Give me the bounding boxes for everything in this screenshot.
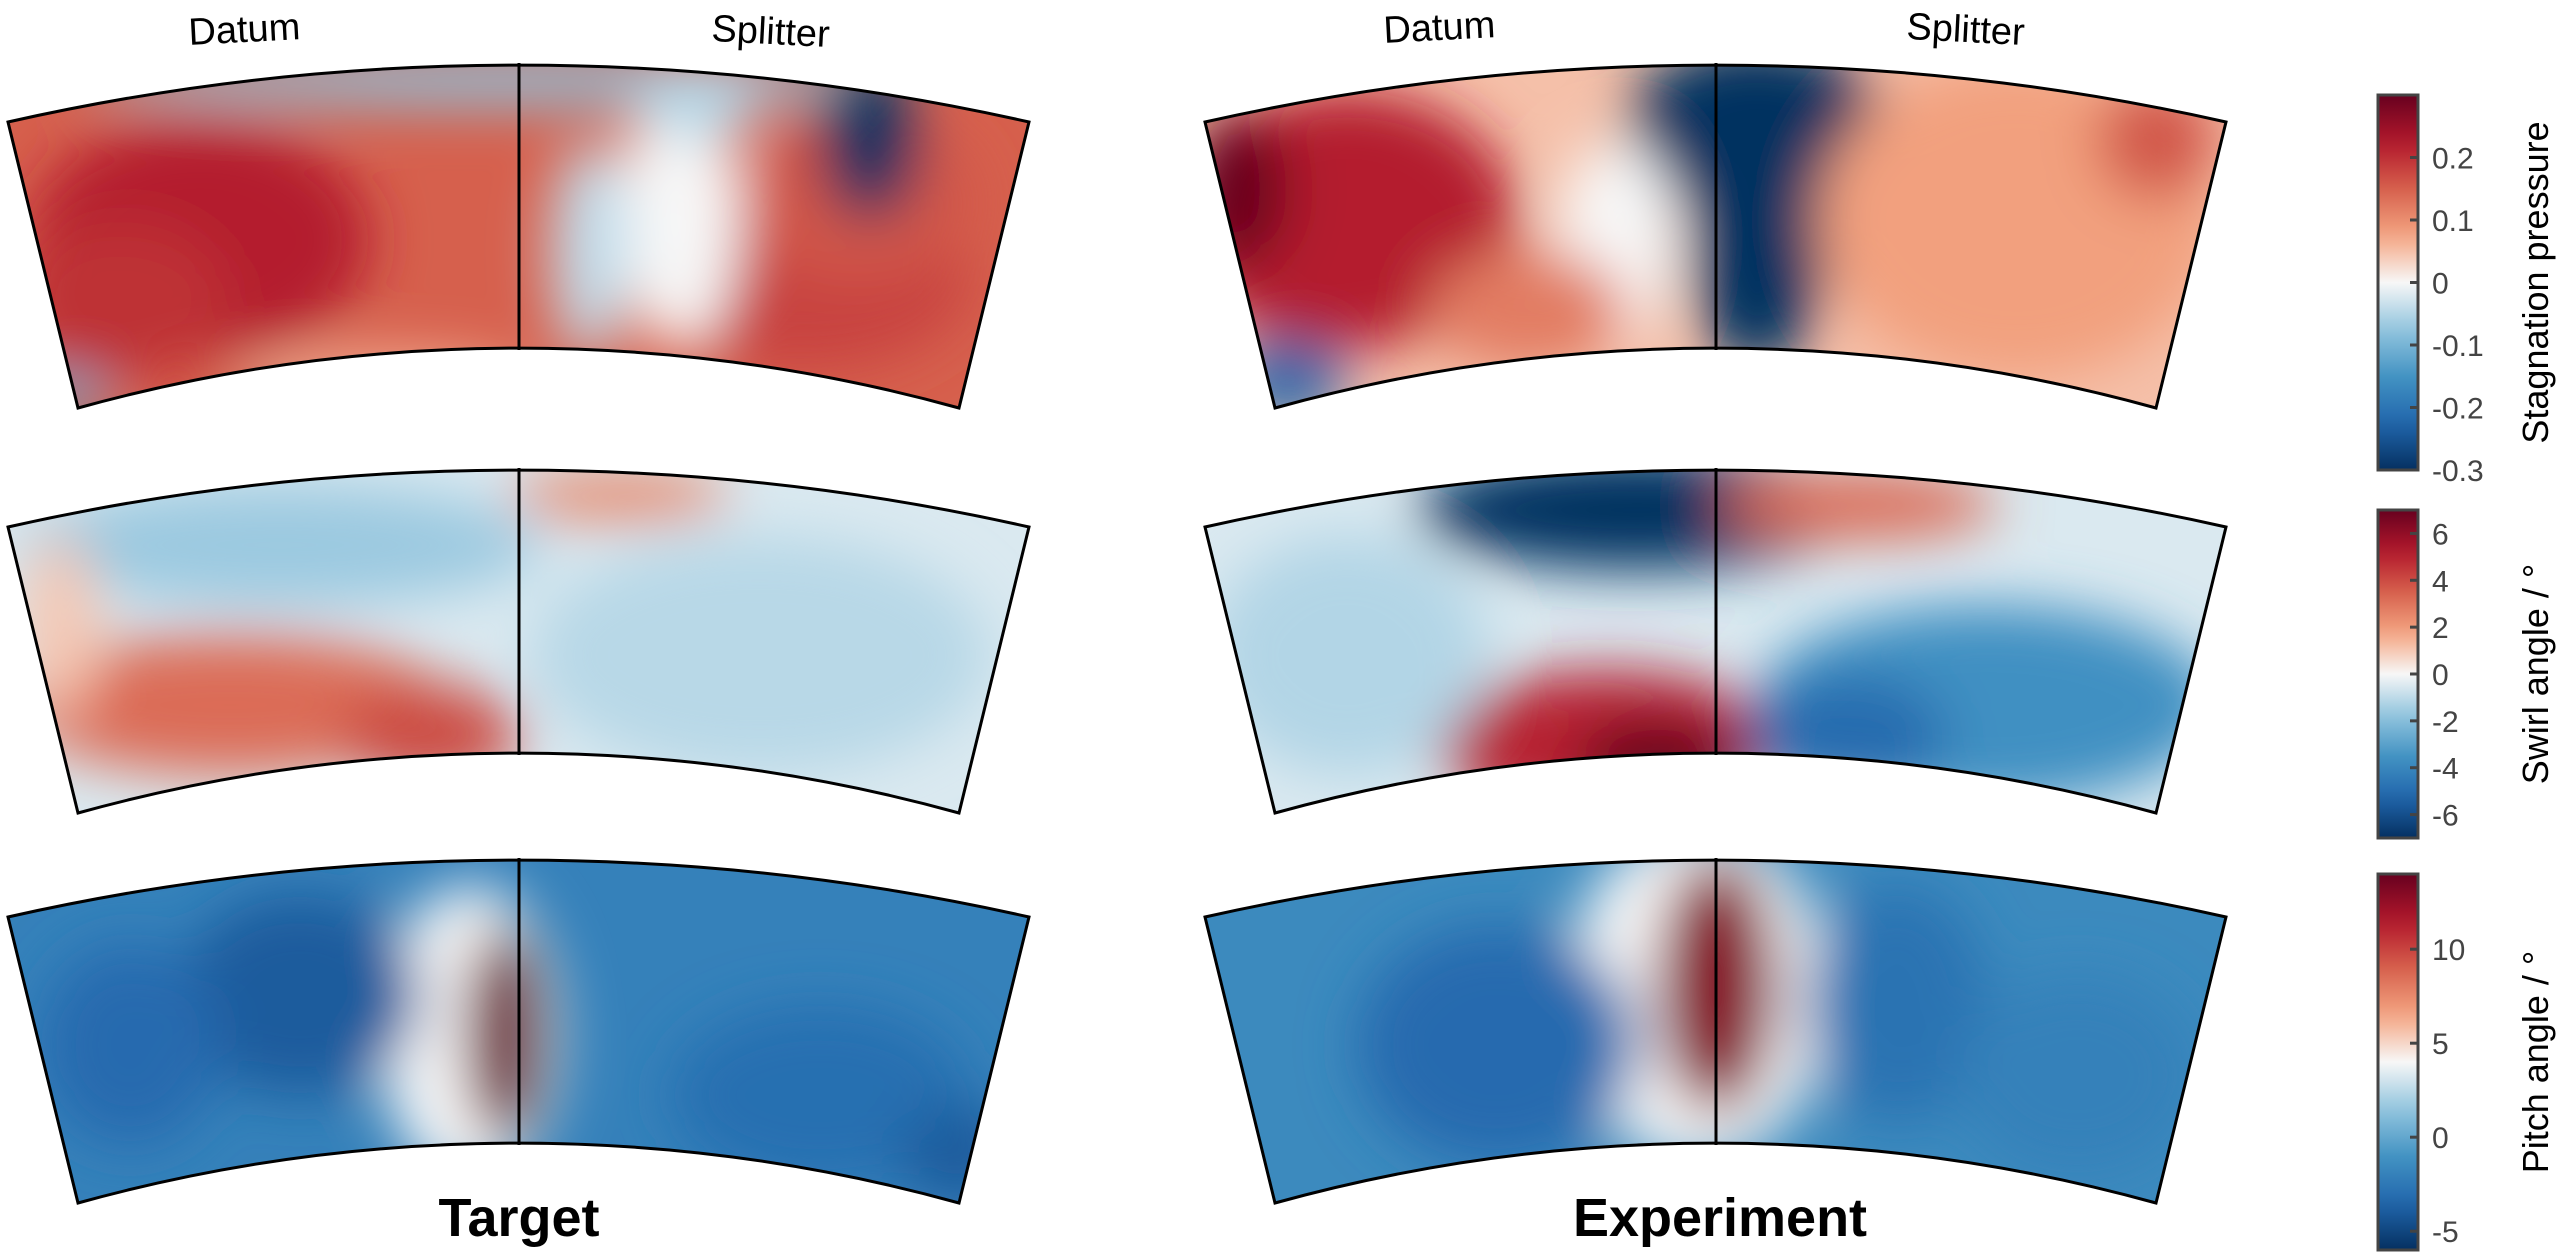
contour-region [620, 70, 740, 350]
colorbar-tick-label: -2 [2432, 706, 2459, 739]
panel-outline [1203, 63, 2228, 410]
colorbar-tick-label: 0 [2432, 1122, 2449, 1155]
experiment-datum-label: Datum [1382, 4, 1496, 52]
contour-region [670, 1005, 970, 1185]
colorbar-tick-label: 6 [2432, 518, 2449, 551]
colorbars: 0.2 0.1 0 -0.1 -0.2 -0.3 Stagnation pressure 6 4… [2376, 93, 2556, 1252]
contour-region [1747, 675, 1947, 795]
colorbar-tick-label: 0.1 [2432, 205, 2474, 238]
contour-region [550, 140, 630, 360]
panel-outline [6, 858, 1031, 1205]
experiment-pitch-angle-panel [1203, 858, 2228, 1205]
contour-region [1205, 110, 1287, 270]
panel-outline [6, 63, 1031, 410]
contour-region [465, 925, 545, 1145]
colorbar-swirl-angle: 6 4 2 0 -2 -4 -6 Swirl angle / ° [2376, 508, 2556, 840]
contour-region [1417, 470, 1857, 570]
experiment-splitter-label: Splitter [1905, 6, 2026, 54]
colorbar-tick-label: -0.3 [2432, 455, 2484, 488]
contour-region [820, 65, 920, 220]
target-title: Target [438, 1188, 599, 1248]
contour-region [10, 635, 450, 775]
experiment-title: Experiment [1573, 1188, 1867, 1248]
contour-region [1717, 470, 1997, 540]
colorbar-tick-label: -0.1 [2432, 330, 2484, 363]
colorbar-tick-label: -0.2 [2432, 393, 2484, 426]
contour-region [1357, 925, 1637, 1165]
colorbar-gradient [2376, 872, 2420, 1252]
experiment-stagnation-pressure-panel [1203, 63, 2228, 410]
contour-region [340, 685, 520, 785]
colorbar-tick-label: 5 [2432, 1028, 2449, 1061]
contour-region [640, 65, 760, 140]
colorbar-tick-label: 0 [2432, 659, 2449, 692]
colorbar-tick-label: 0.2 [2432, 143, 2474, 176]
target-splitter-label: Splitter [710, 8, 831, 56]
colorbar-tick-label: 0 [2432, 268, 2449, 301]
colorbar-label: Pitch angle / ° [2515, 951, 2556, 1174]
target-stagnation-pressure-panel [6, 63, 1031, 410]
contour-region [20, 485, 540, 605]
contour-region [510, 470, 730, 520]
contour-region [10, 220, 230, 380]
colorbar-tick-label: 4 [2432, 565, 2449, 598]
panel-outline [6, 468, 1031, 815]
contour-region [230, 355, 530, 405]
contour-region [1687, 110, 1827, 370]
contour-region [1957, 975, 2197, 1175]
colorbar-stagnation-pressure: 0.2 0.1 0 -0.1 -0.2 -0.3 Stagnation pressure [2376, 93, 2556, 488]
colorbar-tick-label: -6 [2432, 800, 2459, 833]
contour-region [530, 535, 990, 775]
contour-region [1207, 535, 1487, 775]
contour-region [2097, 80, 2217, 200]
contour-panels [6, 63, 2228, 1205]
colorbar-label: Stagnation pressure [2515, 121, 2556, 443]
contour-region [1427, 250, 1627, 370]
target-swirl-angle-panel [6, 468, 1031, 815]
colorbar-pitch-angle: 10 5 0 -5 Pitch angle / ° [2376, 872, 2556, 1252]
contour-region [180, 895, 420, 1095]
panel-outline [1203, 858, 2228, 1205]
colorbar-tick-label: 10 [2432, 934, 2465, 967]
experiment-swirl-angle-panel [1203, 468, 2228, 815]
contour-region [1227, 340, 1347, 408]
colorbar-label: Swirl angle / ° [2515, 564, 2556, 784]
contour-region [40, 945, 220, 1145]
colorbar-tick-label: 2 [2432, 612, 2449, 645]
contour-region [1577, 720, 1737, 810]
colorbar-tick-label: -4 [2432, 753, 2459, 786]
contour-region [10, 375, 110, 408]
colorbar-tick-label: -5 [2432, 1216, 2459, 1249]
contour-region [900, 1105, 1020, 1203]
panel-outline [1203, 468, 2228, 815]
target-datum-label: Datum [187, 6, 301, 54]
contour-region [1807, 885, 1987, 1125]
target-pitch-angle-panel [6, 858, 1031, 1205]
